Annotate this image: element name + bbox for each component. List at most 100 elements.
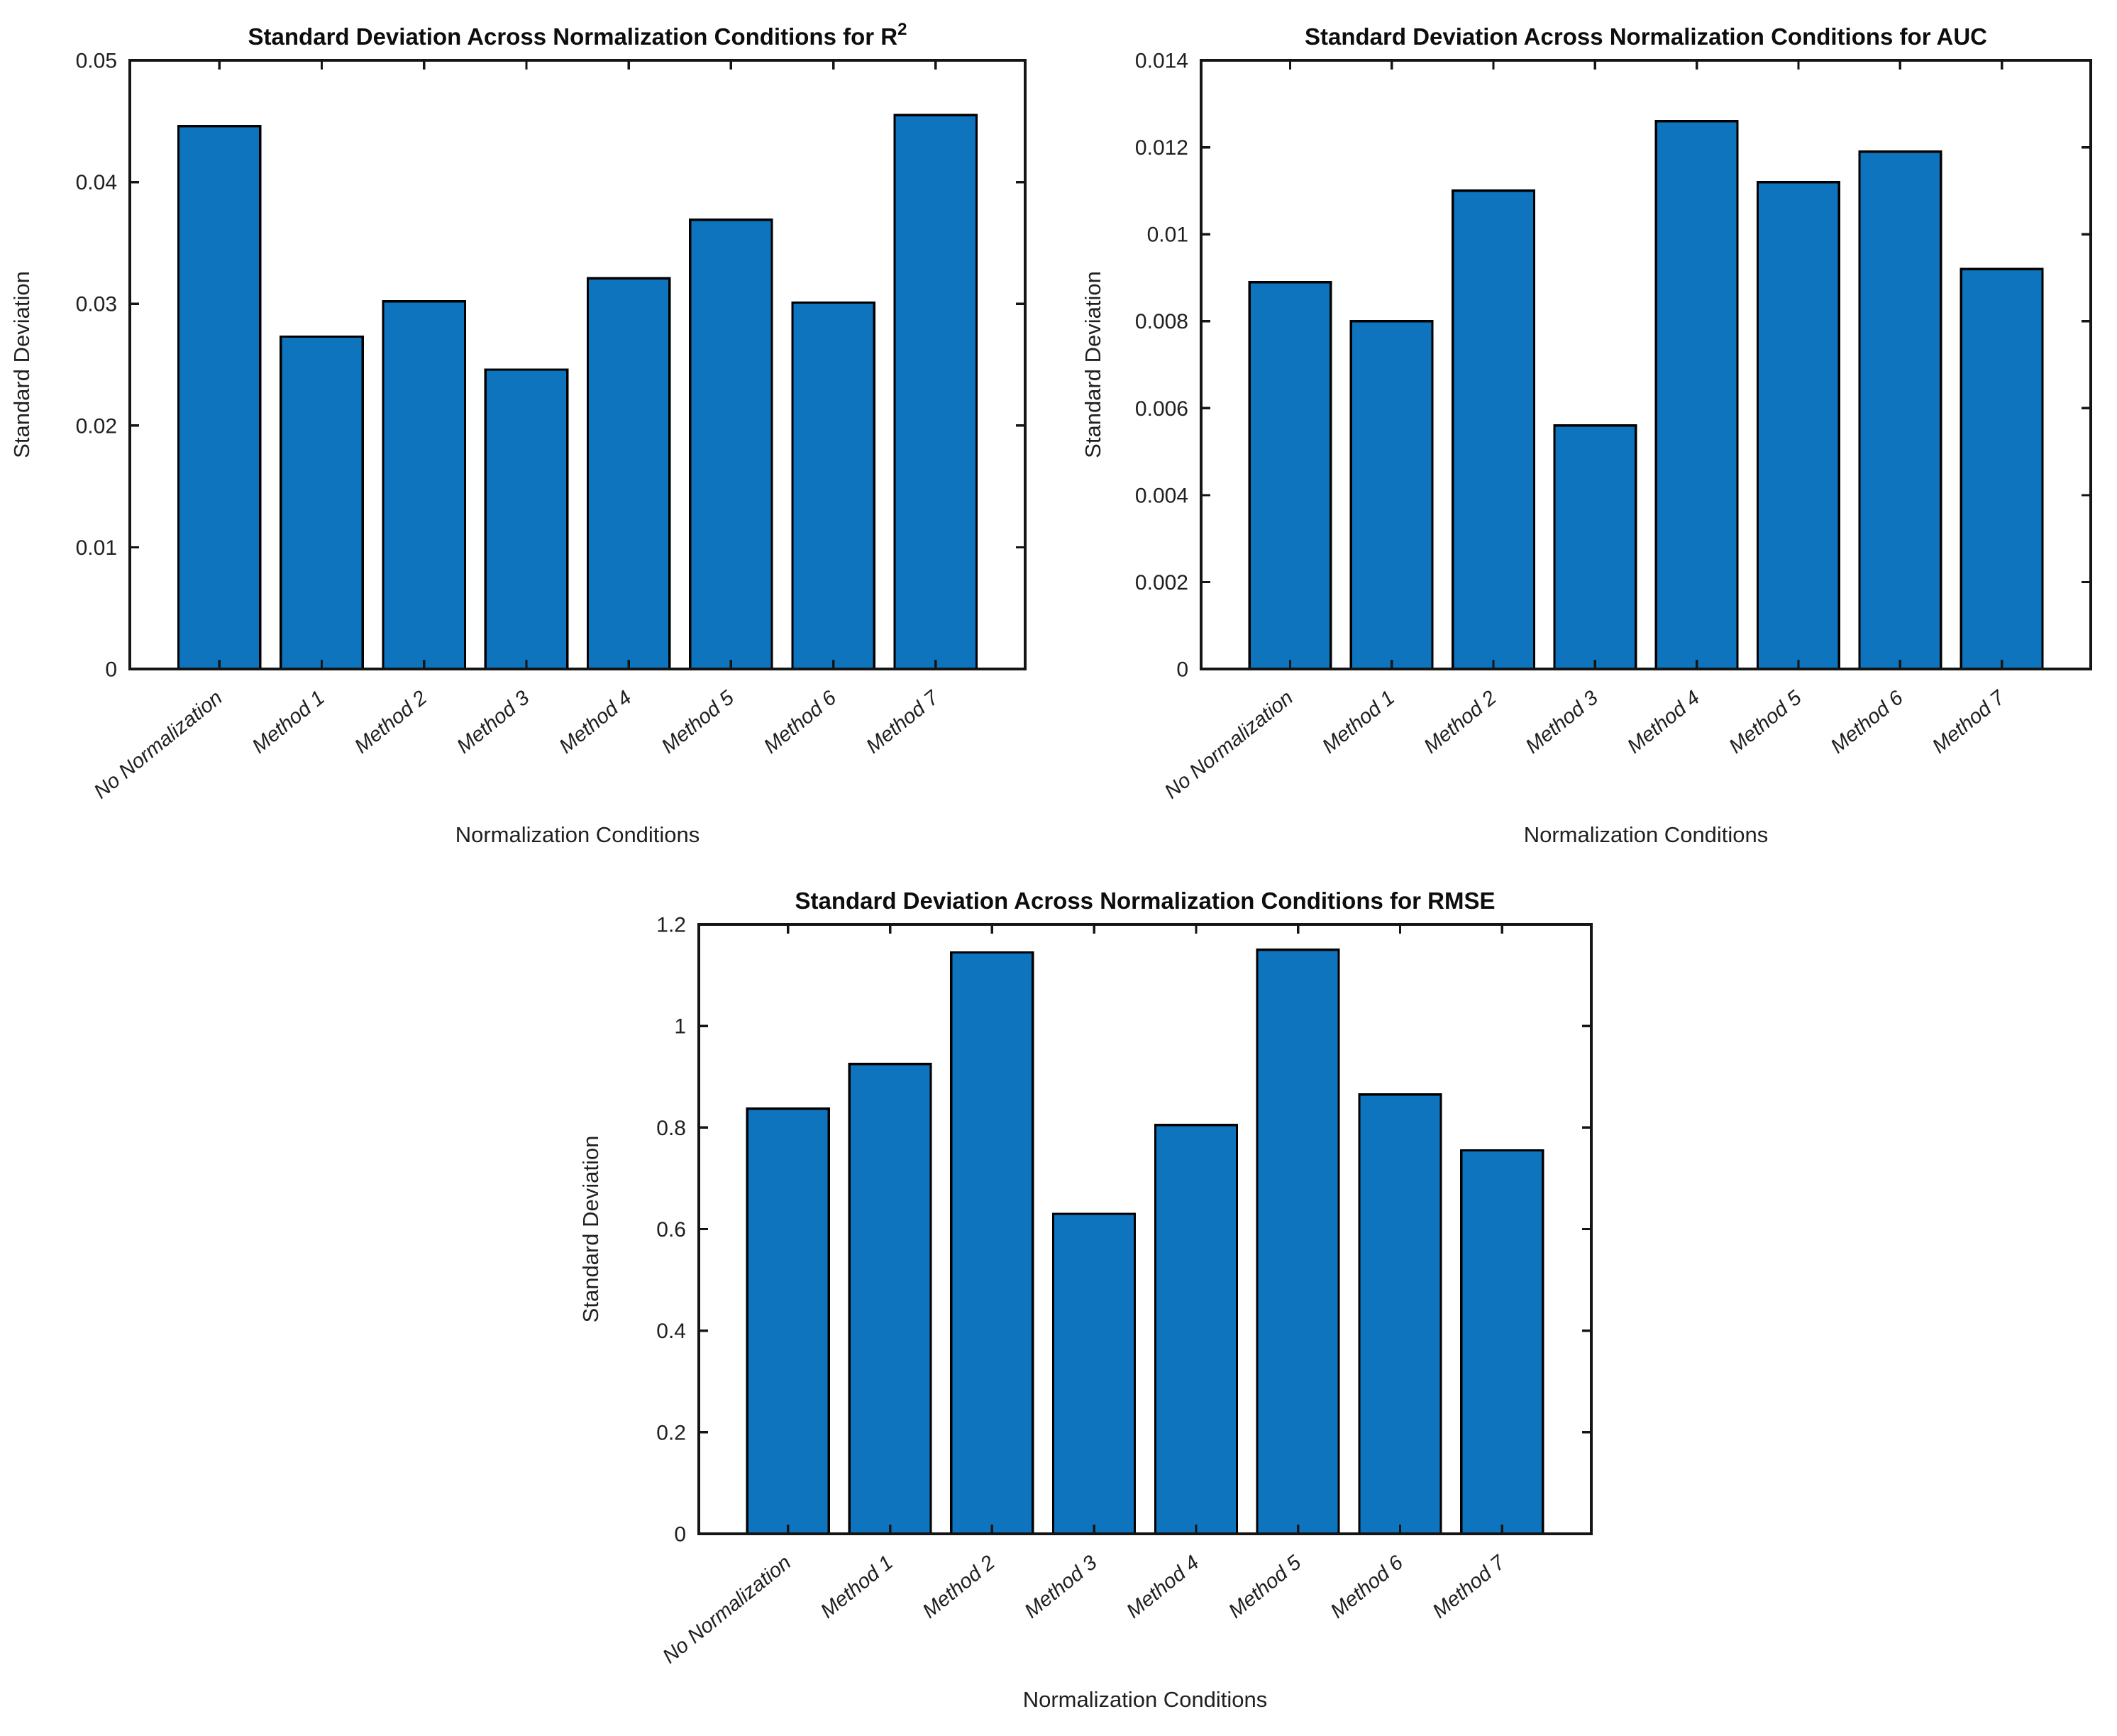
bars-group [177,114,978,670]
bar-no-normalization [177,125,262,670]
x-tick-label-method-5: Method 5 [658,686,739,758]
bar-method-1 [280,335,364,670]
bar-method-3 [1051,1212,1137,1535]
bars-group [746,949,1544,1535]
y-tick-label: 0.04 [76,171,117,194]
bar-method-7 [1960,267,2044,670]
x-tick-label-method-1: Method 1 [248,687,329,758]
y-tick-label: 0.014 [1135,50,1188,73]
x-tick-label-method-7: Method 7 [1428,1550,1510,1622]
bar-method-5 [1256,949,1340,1535]
x-tick-labels: No Normalization Method 1 Method 2 Method 3… [658,1550,1510,1668]
x-axis-label: Normalization Conditions [1524,822,1769,847]
chart-title-superscript: 2 [897,20,907,39]
bar-method-4 [586,277,671,670]
bar-no-normalization [746,1107,830,1535]
chart-std-dev-rmse: 0 0.2 0.4 0.6 0.8 1 1.2 No Normalization Method … [497,873,1632,1736]
y-tick-label: 0.008 [1135,310,1188,333]
y-tick-label: 1.2 [656,914,686,937]
x-tick-label-method-6: Method 6 [760,686,841,758]
x-tick-label-method-2: Method 2 [1420,687,1500,758]
tick-marks [699,923,1591,1535]
bar-method-6 [791,301,875,670]
y-tick-label: 0.8 [656,1117,686,1140]
y-tick-label: 0.6 [656,1218,686,1242]
y-tick-label: 0.012 [1135,136,1188,160]
plot-box [697,923,1593,1535]
chart-title-text: Standard Deviation Across Normalization … [248,23,898,50]
y-tick-label: 0.02 [76,414,117,438]
chart-title: Standard Deviation Across Normalization … [248,20,907,50]
y-tick-label: 0.004 [1135,484,1188,507]
x-tick-label-no-normalization: No Normalization [1161,687,1298,804]
bar-method-7 [893,114,978,670]
bar-method-2 [1452,189,1536,670]
chart-std-dev-auc: 0 0.002 0.004 0.006 0.008 0.01 0.012 0.014 No No… [1078,0,2117,873]
y-axis-label: Standard Deviation [9,271,34,458]
bar-method-1 [848,1063,932,1535]
y-tick-label: 0.03 [76,293,117,316]
y-tick-label: 0.2 [656,1421,686,1444]
bar-method-4 [1154,1124,1239,1535]
chart-title: Standard Deviation Across Normalization … [1305,23,1987,50]
bar-method-3 [1553,424,1637,670]
chart-title-text: Standard Deviation Across Normalization … [1305,23,1987,50]
bar-chart-svg: 0 0.01 0.02 0.03 0.04 0.05 No Normalization Met… [9,20,1027,847]
x-tick-label-method-4: Method 4 [555,687,636,758]
y-axis-label: Standard Deviation [578,1136,603,1323]
y-tick-labels: 0 0.002 0.004 0.006 0.008 0.01 0.012 0.014 [1135,50,1188,682]
x-tick-label-method-6: Method 6 [1327,1551,1408,1623]
x-tick-label-method-4: Method 4 [1122,1552,1203,1623]
x-tick-labels: No Normalization Method 1 Method 2 Method 3… [1161,685,2011,803]
x-tick-label-no-normalization: No Normalization [658,1552,795,1669]
bar-chart-svg: 0 0.2 0.4 0.6 0.8 1 1.2 No Normalization Method … [578,888,1593,1712]
bar-method-1 [1349,320,1434,670]
y-tick-label: 0.006 [1135,397,1188,421]
tick-marks [130,59,1025,670]
x-tick-label-method-1: Method 1 [817,1552,897,1623]
x-tick-label-method-5: Method 5 [1225,1551,1306,1623]
x-tick-label-method-7: Method 7 [1928,685,2011,758]
bar-method-5 [1756,180,1840,670]
bar-method-2 [382,300,467,670]
bar-method-6 [1358,1093,1442,1535]
bar-method-6 [1858,150,1942,670]
bar-method-4 [1654,120,1739,670]
bar-method-2 [950,951,1034,1535]
x-tick-label-method-4: Method 4 [1623,687,1704,758]
y-tick-labels: 0 0.01 0.02 0.03 0.04 0.05 [76,50,117,682]
chart-title-text: Standard Deviation Across Normalization … [795,888,1495,914]
x-tick-label-method-7: Method 7 [862,685,944,758]
tick-marks [1201,59,2091,670]
x-tick-label-method-2: Method 2 [350,687,431,758]
chart-std-dev-r2: 0 0.01 0.02 0.03 0.04 0.05 No Normalization Met… [0,0,1078,873]
plot-box [128,59,1027,670]
y-tick-label: 0.01 [76,536,117,560]
y-tick-label: 0 [674,1523,686,1547]
bar-chart-svg: 0 0.002 0.004 0.006 0.008 0.01 0.012 0.014 No No… [1080,23,2092,847]
x-tick-label-method-3: Method 3 [453,687,534,758]
x-tick-label-method-5: Method 5 [1725,686,1806,758]
x-tick-label-no-normalization: No Normalization [90,687,227,804]
x-tick-label-method-3: Method 3 [1020,1552,1101,1623]
bar-method-3 [484,368,569,670]
x-tick-label-method-2: Method 2 [919,1552,1000,1623]
y-tick-label: 0 [1176,658,1188,682]
bar-method-5 [689,219,773,670]
y-tick-label: 0.05 [76,50,117,73]
bar-no-normalization [1248,280,1332,670]
y-axis-label: Standard Deviation [1080,271,1105,458]
y-tick-label: 0.002 [1135,571,1188,595]
chart-title: Standard Deviation Across Normalization … [795,888,1495,914]
y-tick-labels: 0 0.2 0.4 0.6 0.8 1 1.2 [656,914,686,1547]
x-tick-label-method-3: Method 3 [1522,687,1603,758]
y-tick-label: 0.01 [1147,223,1188,247]
x-axis-label: Normalization Conditions [1023,1687,1268,1712]
y-tick-label: 0.4 [656,1320,686,1343]
plot-box [1200,59,2092,670]
x-tick-labels: No Normalization Method 1 Method 2 Method 3… [90,685,944,803]
x-axis-label: Normalization Conditions [455,822,700,847]
y-tick-label: 1 [674,1015,686,1039]
bar-method-7 [1460,1149,1544,1535]
